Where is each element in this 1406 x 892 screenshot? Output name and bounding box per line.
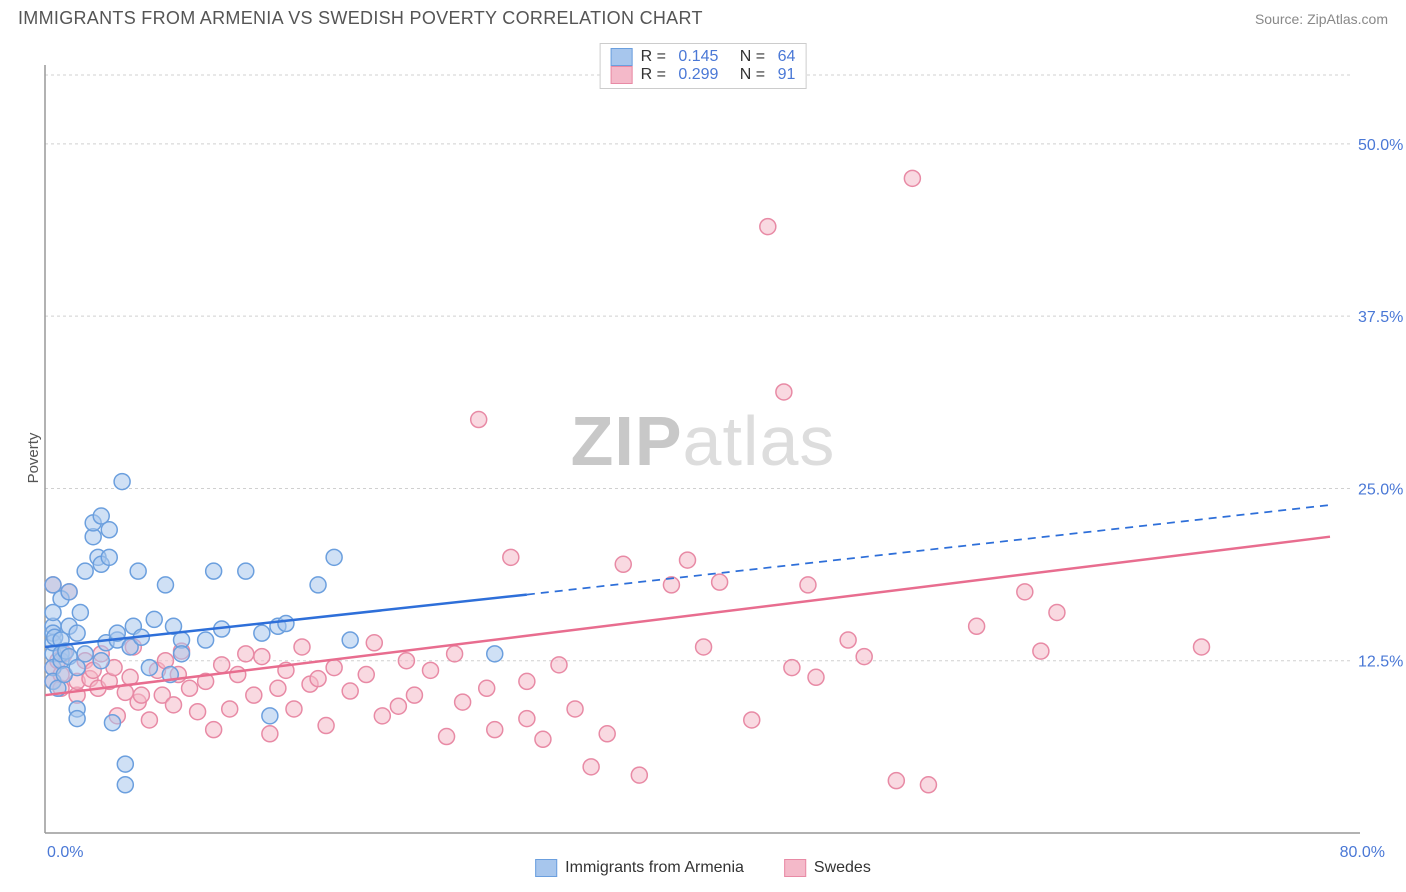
scatter-plot: 12.5% 25.0% 37.5% 50.0% 0.0% 80.0% (0, 33, 1406, 873)
y-tick-label: 50.0% (1358, 137, 1403, 154)
legend-swatch (611, 48, 633, 66)
legend-r-value: 0.299 (678, 66, 718, 84)
stats-legend-row: R = 0.145 N = 64 (611, 48, 796, 66)
legend-r-value: 0.145 (678, 48, 718, 66)
legend-r-label: R = (641, 66, 671, 84)
legend-swatch (784, 859, 806, 877)
stats-legend-row: R = 0.299 N = 91 (611, 66, 796, 84)
x-tick-label: 80.0% (1340, 844, 1385, 861)
chart-container: Poverty 12.5%25.0%37.5%50.0%0.0%80.0% ZI… (0, 33, 1406, 883)
series-swedes (45, 170, 1209, 792)
series-legend-item: Immigrants from Armenia (535, 859, 744, 877)
series-legend: Immigrants from Armenia Swedes (535, 859, 871, 877)
legend-r-label: R = (641, 48, 671, 66)
chart-title: IMMIGRANTS FROM ARMENIA VS SWEDISH POVER… (18, 8, 703, 29)
source-label: Source: ZipAtlas.com (1255, 11, 1388, 27)
legend-n-value: 91 (778, 66, 796, 84)
legend-n-value: 64 (778, 48, 796, 66)
stats-legend: R = 0.145 N = 64R = 0.299 N = 91 (600, 43, 807, 89)
series-legend-label: Immigrants from Armenia (565, 859, 744, 877)
trend-line-dashed (527, 505, 1330, 595)
legend-n-label: N = (726, 66, 769, 84)
series-legend-item: Swedes (784, 859, 871, 877)
y-tick-label: 37.5% (1358, 309, 1403, 326)
legend-swatch (611, 66, 633, 84)
series-immigrants-from-armenia (45, 474, 503, 793)
y-tick-label: 25.0% (1358, 481, 1403, 498)
legend-swatch (535, 859, 557, 877)
trend-line (45, 595, 527, 647)
y-tick-label: 12.5% (1358, 654, 1403, 671)
legend-n-label: N = (726, 48, 769, 66)
series-legend-label: Swedes (814, 859, 871, 877)
y-axis-label: Poverty (25, 433, 42, 484)
x-tick-label: 0.0% (47, 844, 83, 861)
